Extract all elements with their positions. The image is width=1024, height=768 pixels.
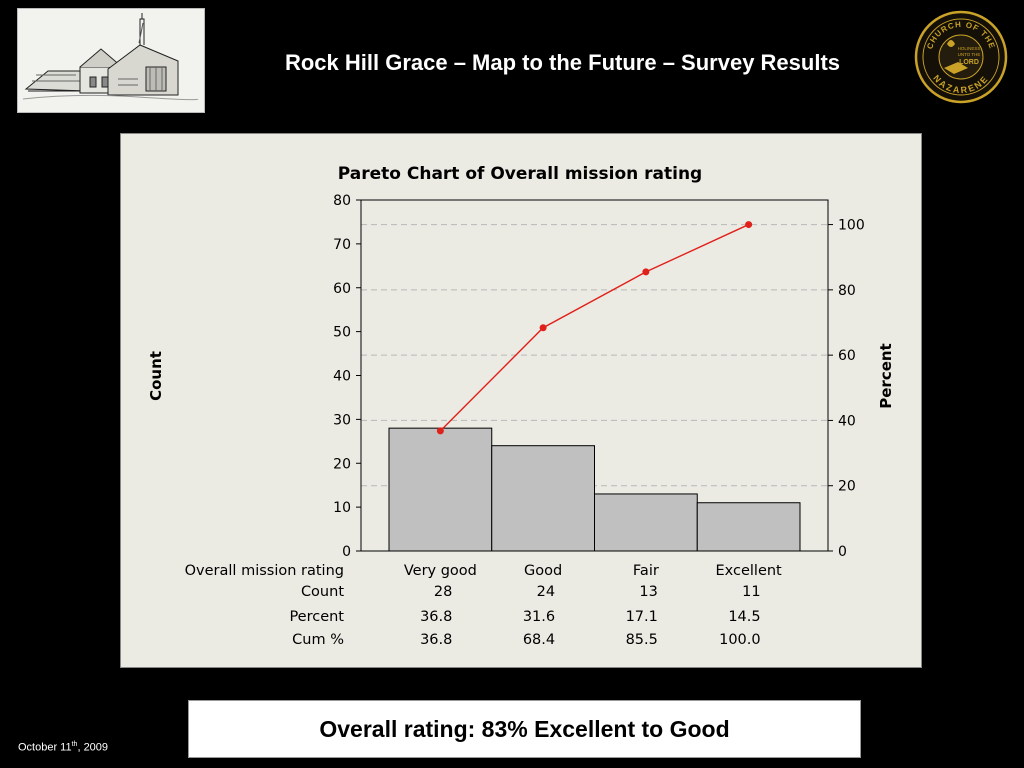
cumulative-point-2: [539, 324, 547, 332]
x-tick-label: Very good: [404, 563, 477, 579]
footer-date: October 11th, 2009: [18, 741, 109, 754]
table-cell: 24: [537, 584, 555, 600]
y2-tick-label: 80: [838, 283, 856, 299]
y-axis-label: Count: [147, 351, 165, 401]
y-tick-label: 60: [333, 281, 351, 297]
table-cell: 68.4: [523, 632, 555, 648]
church-of-the-nazarene-seal: CHURCH OF THE NAZARENE HOLINESS UNTO THE…: [914, 10, 1008, 104]
cumulative-percent-line: [439, 223, 749, 432]
table-cell: 17.1: [626, 609, 658, 625]
y-tick-label: 20: [333, 456, 351, 472]
table-cell: 11: [742, 584, 760, 600]
table-row-label: Count: [301, 584, 344, 600]
y-tick-label: 70: [333, 237, 351, 253]
table-row-label: Cum %: [292, 632, 344, 648]
chart-title: Pareto Chart of Overall mission rating: [338, 164, 702, 184]
bar-very-good: [388, 427, 493, 552]
bar-excellent: [696, 502, 801, 552]
x-tick-label: Excellent: [716, 563, 783, 579]
pareto-chart-panel: Pareto Chart of Overall mission rating 0…: [120, 133, 922, 668]
y2-tick-label: 0: [838, 544, 847, 560]
x-tick-label: Good: [524, 563, 562, 579]
table-row-label: Percent: [289, 609, 344, 625]
y-tick-label: 50: [333, 325, 351, 341]
church-building-logo: [17, 8, 205, 113]
y2-axis-label: Percent: [877, 343, 895, 408]
y2-tick-label: 100: [838, 218, 865, 234]
svg-text:LORD: LORD: [959, 59, 979, 66]
y-tick-label: 30: [333, 412, 351, 428]
table-cell: 36.8: [420, 632, 452, 648]
y-tick-label: 10: [333, 500, 351, 516]
table-cell: 85.5: [626, 632, 658, 648]
table-cell: 36.8: [420, 609, 452, 625]
table-category-header: Overall mission rating: [185, 563, 344, 579]
y-tick-label: 0: [342, 544, 351, 560]
cumulative-point-4: [745, 221, 753, 229]
table-cell: 100.0: [719, 632, 761, 648]
y2-tick-label: 40: [838, 413, 856, 429]
cumulative-point-1: [436, 427, 444, 435]
table-cell: 14.5: [728, 609, 760, 625]
bar-fair: [594, 493, 698, 552]
y2-tick-label: 20: [838, 479, 856, 495]
table-cell: 31.6: [523, 609, 555, 625]
svg-text:HOLINESS: HOLINESS: [958, 46, 981, 51]
y2-tick-label: 60: [838, 348, 856, 364]
table-cell: 13: [639, 584, 657, 600]
table-cell: 28: [434, 584, 452, 600]
pareto-chart: Pareto Chart of Overall mission rating 0…: [147, 164, 895, 648]
cumulative-point-3: [642, 268, 650, 276]
x-tick-label: Fair: [633, 563, 659, 579]
slide-title: Rock Hill Grace – Map to the Future – Su…: [284, 50, 841, 75]
summary-callout: Overall rating: 83% Excellent to Good: [188, 700, 861, 758]
y-tick-label: 40: [333, 369, 351, 385]
svg-text:UNTO THE: UNTO THE: [958, 52, 981, 57]
bar-good: [491, 445, 595, 552]
y-tick-label: 80: [333, 193, 351, 209]
